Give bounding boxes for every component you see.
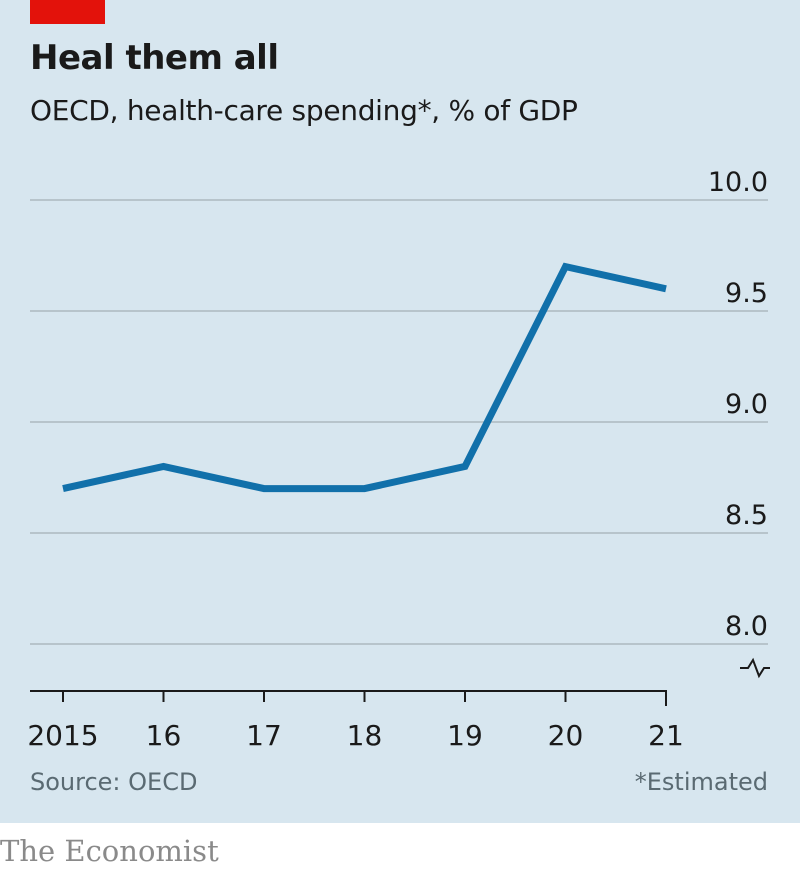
x-tick-label: 19 <box>447 719 483 752</box>
x-tick-label: 20 <box>548 719 584 752</box>
footnote: *Estimated <box>634 768 768 796</box>
series-line <box>62 262 667 493</box>
axis-break-icon <box>740 657 770 679</box>
chart-panel <box>0 0 800 823</box>
x-axis: 2015 16 17 18 19 20 21 <box>27 690 684 752</box>
x-tick-label: 21 <box>648 719 684 752</box>
brand-logo: The Economist <box>0 834 219 868</box>
series-layer <box>62 262 667 493</box>
gridlines <box>30 199 768 645</box>
chart-title: Heal them all <box>30 38 279 78</box>
y-tick-label: 10.0 <box>708 167 768 198</box>
y-tick-label: 9.5 <box>725 278 768 309</box>
red-tag-accent <box>30 0 105 24</box>
y-tick-label: 8.0 <box>725 611 768 642</box>
x-tick-label: 2015 <box>27 719 98 752</box>
x-tick-label: 16 <box>146 719 182 752</box>
line-chart: 8.0 8.5 9.0 9.5 10.0 2015 16 17 18 19 20 21 <box>27 167 770 752</box>
chart-subtitle: OECD, health-care spending*, % of GDP <box>30 94 578 127</box>
y-tick-label: 9.0 <box>725 389 768 420</box>
source-note: Source: OECD <box>30 768 198 796</box>
y-tick-labels: 8.0 8.5 9.0 9.5 10.0 <box>708 167 768 642</box>
x-tick-label: 17 <box>246 719 282 752</box>
y-tick-label: 8.5 <box>725 500 768 531</box>
x-tick-label: 18 <box>347 719 383 752</box>
